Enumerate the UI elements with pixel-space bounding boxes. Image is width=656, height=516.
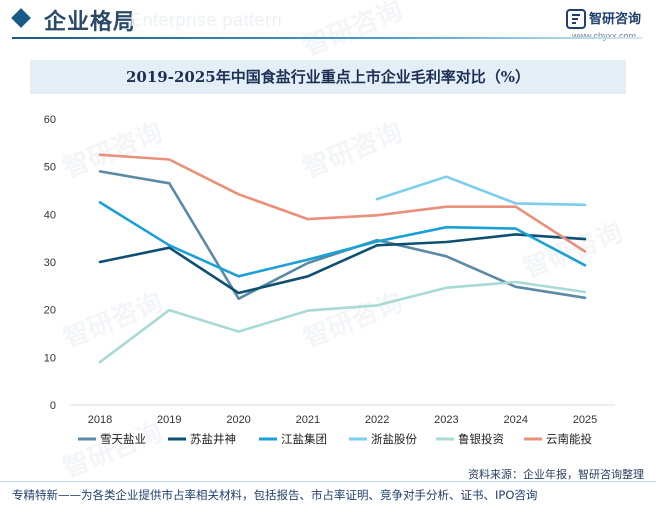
series-line xyxy=(98,233,587,295)
y-tick-label: 10 xyxy=(44,352,56,364)
x-tick-label: 2023 xyxy=(434,414,458,426)
x-tick-label: 2019 xyxy=(157,414,181,426)
brand-logo-icon xyxy=(566,9,586,29)
legend-label: 雪天盐业 xyxy=(100,432,146,446)
brand-name: 智研咨询 xyxy=(589,12,642,27)
section-header: 企业格局 Enterprise pattern 智研咨询 www.chyxx.c… xyxy=(0,0,656,46)
y-tick-label: 30 xyxy=(44,257,56,269)
legend-label: 江盐集团 xyxy=(281,432,327,446)
footer-note: 专精特新——为各类企业提供市占率相关材料，包括报告、市占率证明、竞争对手分析、证… xyxy=(12,488,538,502)
x-tick-label: 2020 xyxy=(226,414,250,426)
header-divider xyxy=(12,37,642,39)
x-tick-label: 2022 xyxy=(365,414,389,426)
section-title: 企业格局 xyxy=(44,10,137,35)
legend-label: 浙盐股份 xyxy=(371,432,417,446)
brand-url: www.chyxx.com xyxy=(572,31,637,41)
y-tick-label: 0 xyxy=(50,400,56,412)
series-line xyxy=(98,153,587,253)
series-line xyxy=(375,175,587,207)
chart-title: 2019-2025年中国食盐行业重点上市企业毛利率对比（%） xyxy=(126,68,530,86)
source-note: 资料来源：企业年报，智研咨询整理 xyxy=(468,468,644,481)
x-tick-label: 2025 xyxy=(573,414,597,426)
series-line xyxy=(98,201,587,278)
section-watermark: Enterprise pattern xyxy=(130,10,283,30)
x-tick-label: 2024 xyxy=(503,414,527,426)
footer-divider xyxy=(0,481,656,482)
series-line xyxy=(98,280,587,364)
x-tick-label: 2021 xyxy=(296,414,320,426)
y-tick-label: 50 xyxy=(44,162,56,174)
y-tick-label: 60 xyxy=(44,114,56,126)
y-tick-label: 40 xyxy=(44,209,56,221)
y-tick-label: 20 xyxy=(44,305,56,317)
legend-label: 鲁银投资 xyxy=(458,432,504,446)
legend-label: 云南能投 xyxy=(546,432,592,446)
x-tick-label: 2018 xyxy=(88,414,112,426)
line-chart: 0 10 20 30 40 50 60 2018 2019 2020 2021 2022 2023 202… xyxy=(44,114,615,446)
legend-label: 苏盐井神 xyxy=(190,432,236,446)
title-band xyxy=(30,60,626,94)
